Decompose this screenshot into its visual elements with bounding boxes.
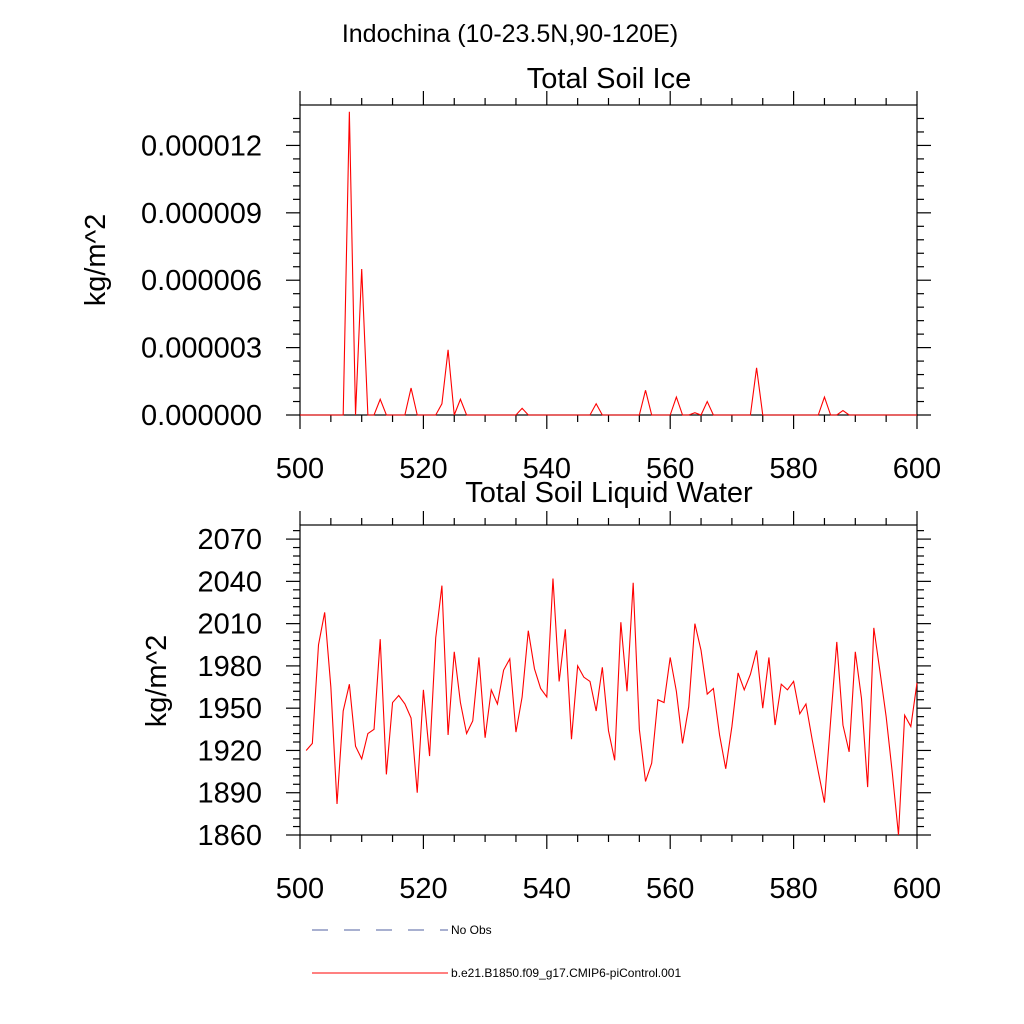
x-tick-label: 540 <box>523 873 571 905</box>
y-axis-label: kg/m^2 <box>80 214 112 307</box>
y-axis-label: kg/m^2 <box>141 635 173 728</box>
x-tick-label: 600 <box>893 873 941 905</box>
y-tick-label: 0.000000 <box>141 400 262 432</box>
page-title: Indochina (10-23.5N,90-120E) <box>342 20 678 48</box>
y-tick-label: 0.000003 <box>141 333 262 365</box>
x-tick-label: 520 <box>399 873 447 905</box>
x-tick-label: 560 <box>646 453 694 485</box>
series-line <box>305 578 918 836</box>
y-tick-label: 0.000012 <box>141 130 262 162</box>
y-tick-label: 2070 <box>197 524 262 556</box>
y-tick-labels: 1860 1890 1920 1950 1980 2010 2040 2070 <box>197 524 262 852</box>
y-tick-label: 2040 <box>197 566 262 598</box>
y-tick-label: 2010 <box>197 609 262 641</box>
x-tick-label: 560 <box>646 873 694 905</box>
x-tick-label: 520 <box>399 453 447 485</box>
x-tick-label: 540 <box>523 453 571 485</box>
x-tick-labels: 500 520 540 560 580 600 <box>276 873 941 905</box>
y-tick-label: 1950 <box>197 693 262 725</box>
legend: No Obs b.e21.B1850.f09_g17.CMIP6-piContr… <box>312 923 681 980</box>
tick-group <box>286 91 931 429</box>
plot-frame <box>299 524 918 836</box>
legend-obs-label: No Obs <box>451 923 492 937</box>
series-line <box>300 111 917 416</box>
legend-model-label: b.e21.B1850.f09_g17.CMIP6-piControl.001 <box>451 966 681 980</box>
y-tick-label: 0.000006 <box>141 265 262 297</box>
x-tick-label: 500 <box>276 873 324 905</box>
x-tick-label: 600 <box>893 453 941 485</box>
chart-total-soil-liquid-water: Total Soil Liquid Water kg/m^2 186018901… <box>141 477 941 905</box>
x-tick-label: 500 <box>276 453 324 485</box>
y-tick-labels: 0.000000 0.000003 0.000006 0.000009 0.000012 <box>141 130 262 432</box>
chart-title: Total Soil Liquid Water <box>465 477 753 509</box>
y-tick-label: 1920 <box>197 735 262 767</box>
y-tick-label: 1860 <box>197 820 262 852</box>
chart-title: Total Soil Ice <box>527 63 691 95</box>
y-tick-label: 0.000009 <box>141 198 262 230</box>
x-tick-label: 580 <box>769 453 817 485</box>
x-tick-labels: 500 520 540 560 580 600 <box>276 453 941 485</box>
x-tick-label: 580 <box>769 873 817 905</box>
series-group <box>300 111 917 416</box>
tick-group <box>286 511 931 849</box>
series-group <box>305 578 918 836</box>
y-tick-label: 1890 <box>197 778 262 810</box>
chart-total-soil-ice: Total Soil Ice kg/m^2 0.0000000.0000030.… <box>80 63 941 485</box>
y-tick-label: 1980 <box>197 651 262 683</box>
plot-frame <box>299 104 918 416</box>
